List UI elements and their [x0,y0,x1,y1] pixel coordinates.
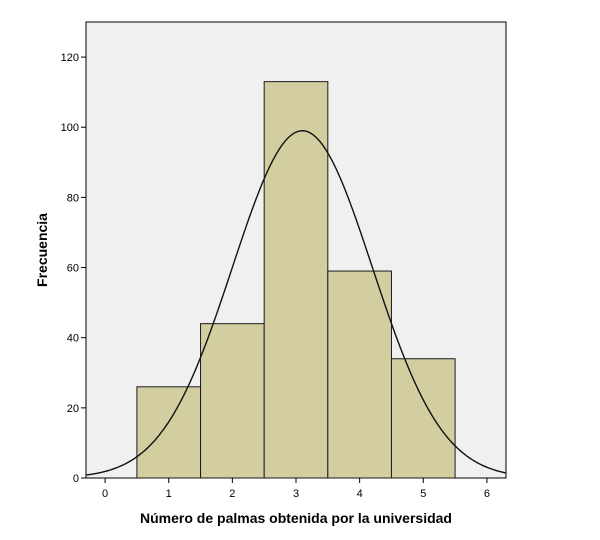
x-axis-title: Número de palmas obtenida por la univers… [140,510,452,526]
x-tick-label-6: 6 [484,488,490,500]
y-tick-label-80: 80 [67,192,79,204]
x-axis: 0 1 2 3 4 5 6 [102,478,490,500]
histogram-bar-5 [390,358,456,479]
normal-curve [85,130,507,476]
histogram-bar-3 [263,81,329,479]
x-tick-label-5: 5 [420,488,426,500]
histogram-bar-1 [136,386,202,479]
y-tick-label-120: 120 [61,52,79,64]
x-tick-label-2: 2 [229,488,235,500]
x-tick-label-1: 1 [166,488,172,500]
y-axis-title: Frecuencia [34,213,50,287]
y-tick-label-40: 40 [67,333,79,345]
x-tick-label-4: 4 [357,488,363,500]
y-tick-label-20: 20 [67,403,79,415]
histogram-bar-4 [327,270,392,479]
x-tick-label-3: 3 [293,488,299,500]
y-tick-label-60: 60 [67,263,79,275]
histogram-bar-2 [200,323,265,479]
y-tick-label-0: 0 [73,473,79,485]
x-tick-label-0: 0 [102,488,108,500]
y-tick-label-100: 100 [61,122,79,134]
histogram-bars [136,81,456,479]
y-axis: 0 20 40 60 80 100 120 [61,52,86,485]
normal-curve-group [85,130,507,476]
